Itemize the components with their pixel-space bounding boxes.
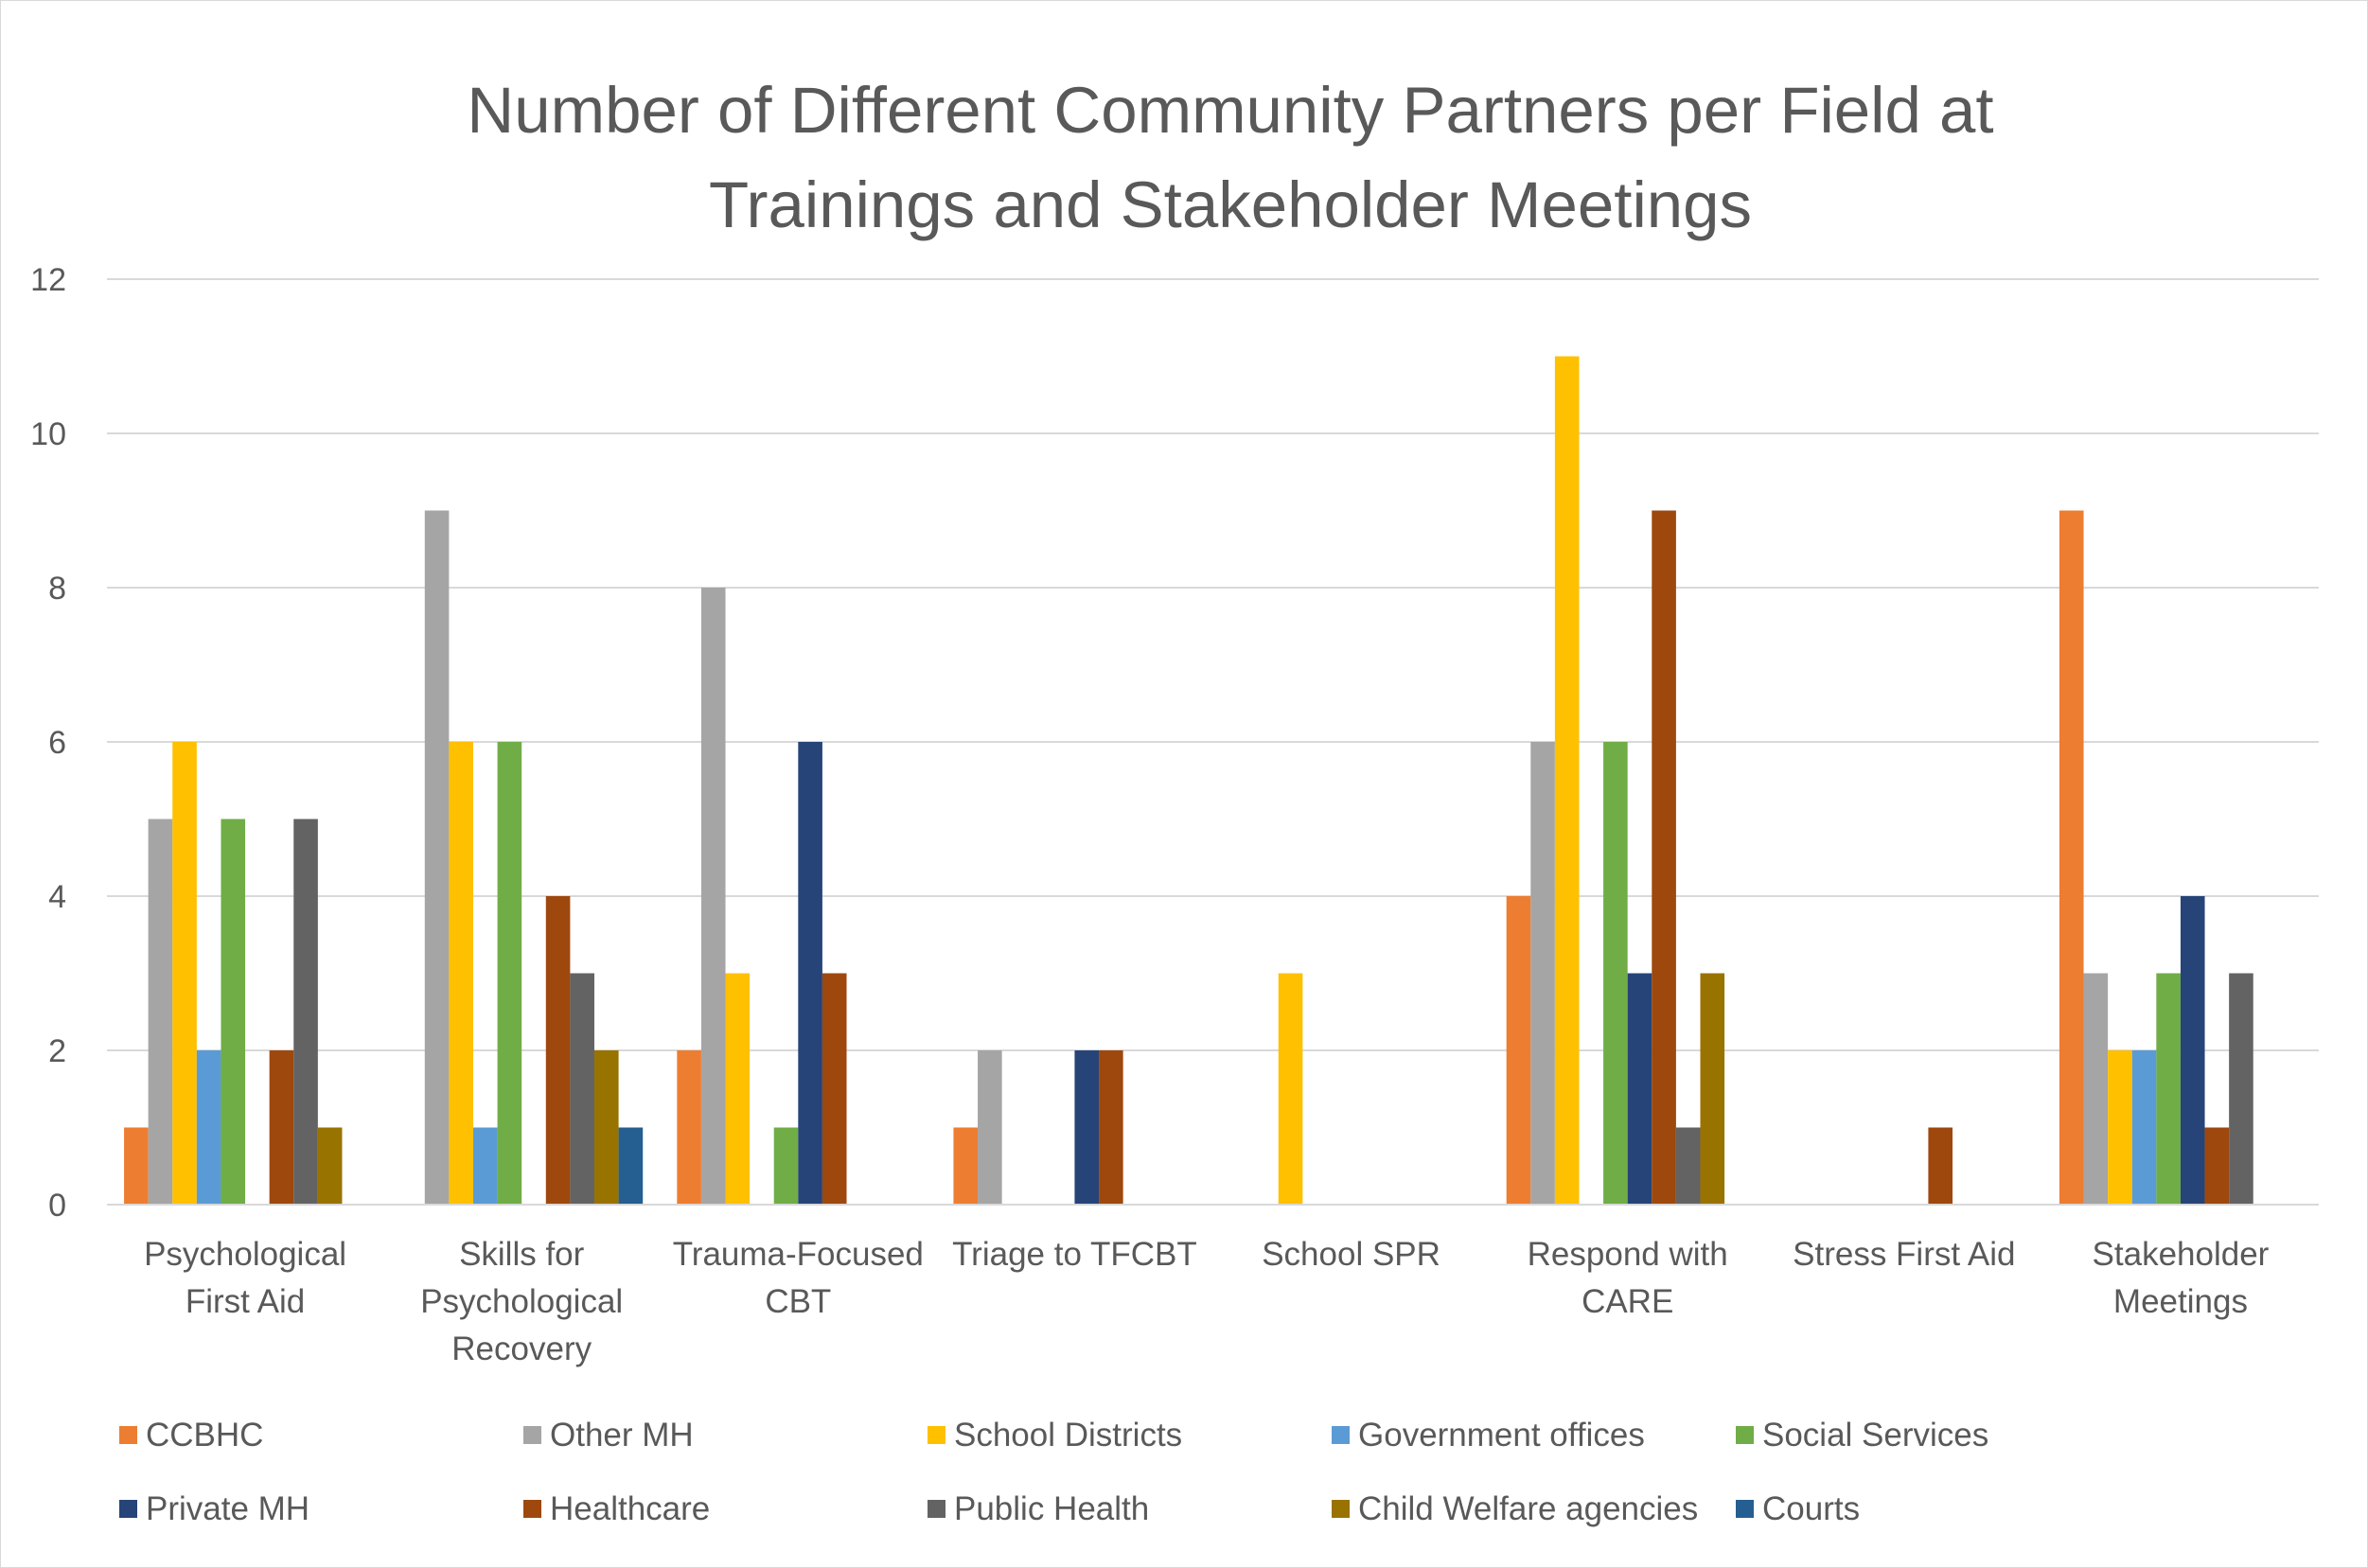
x-category-label: Psychological — [420, 1283, 623, 1320]
bar — [677, 1050, 701, 1205]
legend-label: Social Services — [1762, 1417, 1988, 1453]
bar — [1530, 742, 1555, 1205]
legend-swatch — [928, 1500, 945, 1518]
y-tick-label: 10 — [30, 416, 66, 452]
x-category-label: Recovery — [451, 1330, 592, 1367]
legend-swatch — [119, 1426, 137, 1444]
chart-title-line-1: Number of Different Community Partners p… — [467, 74, 1993, 147]
bar — [148, 819, 173, 1205]
bar — [1074, 1050, 1100, 1205]
bar — [1603, 742, 1628, 1205]
bar — [2131, 1050, 2157, 1205]
bar — [1627, 973, 1652, 1205]
legend-label: Child Welfare agencies — [1358, 1490, 1698, 1527]
bar — [221, 819, 246, 1205]
gridlines — [107, 278, 2319, 1051]
bar — [618, 1127, 644, 1205]
bar — [269, 1050, 294, 1205]
x-category-label: Trauma-Focused — [673, 1236, 924, 1273]
legend-swatch — [1736, 1500, 1754, 1518]
legend-swatch — [119, 1500, 137, 1518]
y-tick-label: 4 — [48, 879, 66, 915]
x-category-label: Psychological — [144, 1236, 346, 1273]
x-category-label: Respond with — [1528, 1236, 1728, 1273]
bar — [593, 1050, 619, 1205]
bar — [2156, 973, 2181, 1205]
bar — [1652, 510, 1676, 1205]
bar — [700, 588, 726, 1205]
bar — [2180, 896, 2205, 1205]
bar — [953, 1127, 979, 1205]
bar — [2059, 510, 2084, 1205]
y-tick-label: 6 — [48, 725, 66, 761]
bar — [2108, 1050, 2132, 1205]
y-tick-label: 12 — [30, 262, 66, 298]
bar — [317, 1127, 343, 1205]
x-category-label: School SPR — [1262, 1236, 1440, 1273]
y-tick-label: 2 — [48, 1033, 66, 1069]
bar — [1099, 1050, 1123, 1205]
bar — [124, 1127, 149, 1205]
chart-title: Number of Different Community Partners p… — [467, 74, 1993, 241]
bar — [172, 742, 197, 1205]
x-category-label: Stakeholder — [2093, 1236, 2270, 1273]
legend-label: Private MH — [146, 1490, 309, 1527]
bar — [1506, 896, 1531, 1205]
x-category-label: Skills for — [459, 1236, 585, 1273]
bar — [1928, 1127, 1953, 1205]
bars — [124, 356, 2253, 1205]
bar — [1278, 973, 1303, 1205]
x-category-label: CBT — [765, 1283, 831, 1320]
legend-label: Government offices — [1358, 1417, 1645, 1453]
bar — [196, 1050, 221, 1205]
bar — [773, 1127, 799, 1205]
legend-swatch — [1332, 1426, 1350, 1444]
x-category-label: CARE — [1582, 1283, 1673, 1320]
legend-swatch — [523, 1426, 541, 1444]
bar — [449, 742, 473, 1205]
legend: CCBHC Other MH School Districts Government … — [119, 1417, 1988, 1527]
bar — [798, 742, 822, 1205]
legend-swatch — [1736, 1426, 1754, 1444]
bar — [822, 973, 847, 1205]
legend-label: CCBHC — [146, 1417, 263, 1453]
legend-label: School Districts — [954, 1417, 1182, 1453]
bar — [424, 510, 450, 1205]
legend-label: Healthcare — [550, 1490, 710, 1527]
legend-swatch — [928, 1426, 945, 1444]
bar — [725, 973, 751, 1205]
bar — [472, 1127, 498, 1205]
x-category-label: Meetings — [2113, 1283, 2248, 1320]
bar — [570, 973, 594, 1205]
y-tick-label: 8 — [48, 571, 66, 607]
legend-label: Public Health — [954, 1490, 1149, 1527]
legend-swatch — [523, 1500, 541, 1518]
bar — [1700, 973, 1725, 1205]
bar — [978, 1050, 1002, 1205]
y-axis-ticks: 0 2 4 6 8 10 12 — [30, 262, 66, 1224]
bar — [1554, 356, 1580, 1205]
legend-label: Courts — [1762, 1490, 1860, 1527]
legend-swatch — [1332, 1500, 1350, 1518]
bar — [293, 819, 318, 1205]
bar — [545, 896, 571, 1205]
legend-label: Other MH — [550, 1417, 694, 1453]
bar — [497, 742, 522, 1205]
x-category-label: First Aid — [186, 1283, 305, 1320]
x-category-label: Stress First Aid — [1793, 1236, 2015, 1273]
chart-title-line-2: Trainings and Stakeholder Meetings — [709, 168, 1752, 241]
bar — [1675, 1127, 1701, 1205]
bar — [2204, 1127, 2230, 1205]
bar — [2083, 973, 2109, 1205]
x-axis-categories: Psychological First Aid Skills for Psycholo… — [144, 1236, 2270, 1367]
x-category-label: Triage to TFCBT — [952, 1236, 1197, 1273]
y-tick-label: 0 — [48, 1188, 66, 1224]
bar — [2229, 973, 2253, 1205]
